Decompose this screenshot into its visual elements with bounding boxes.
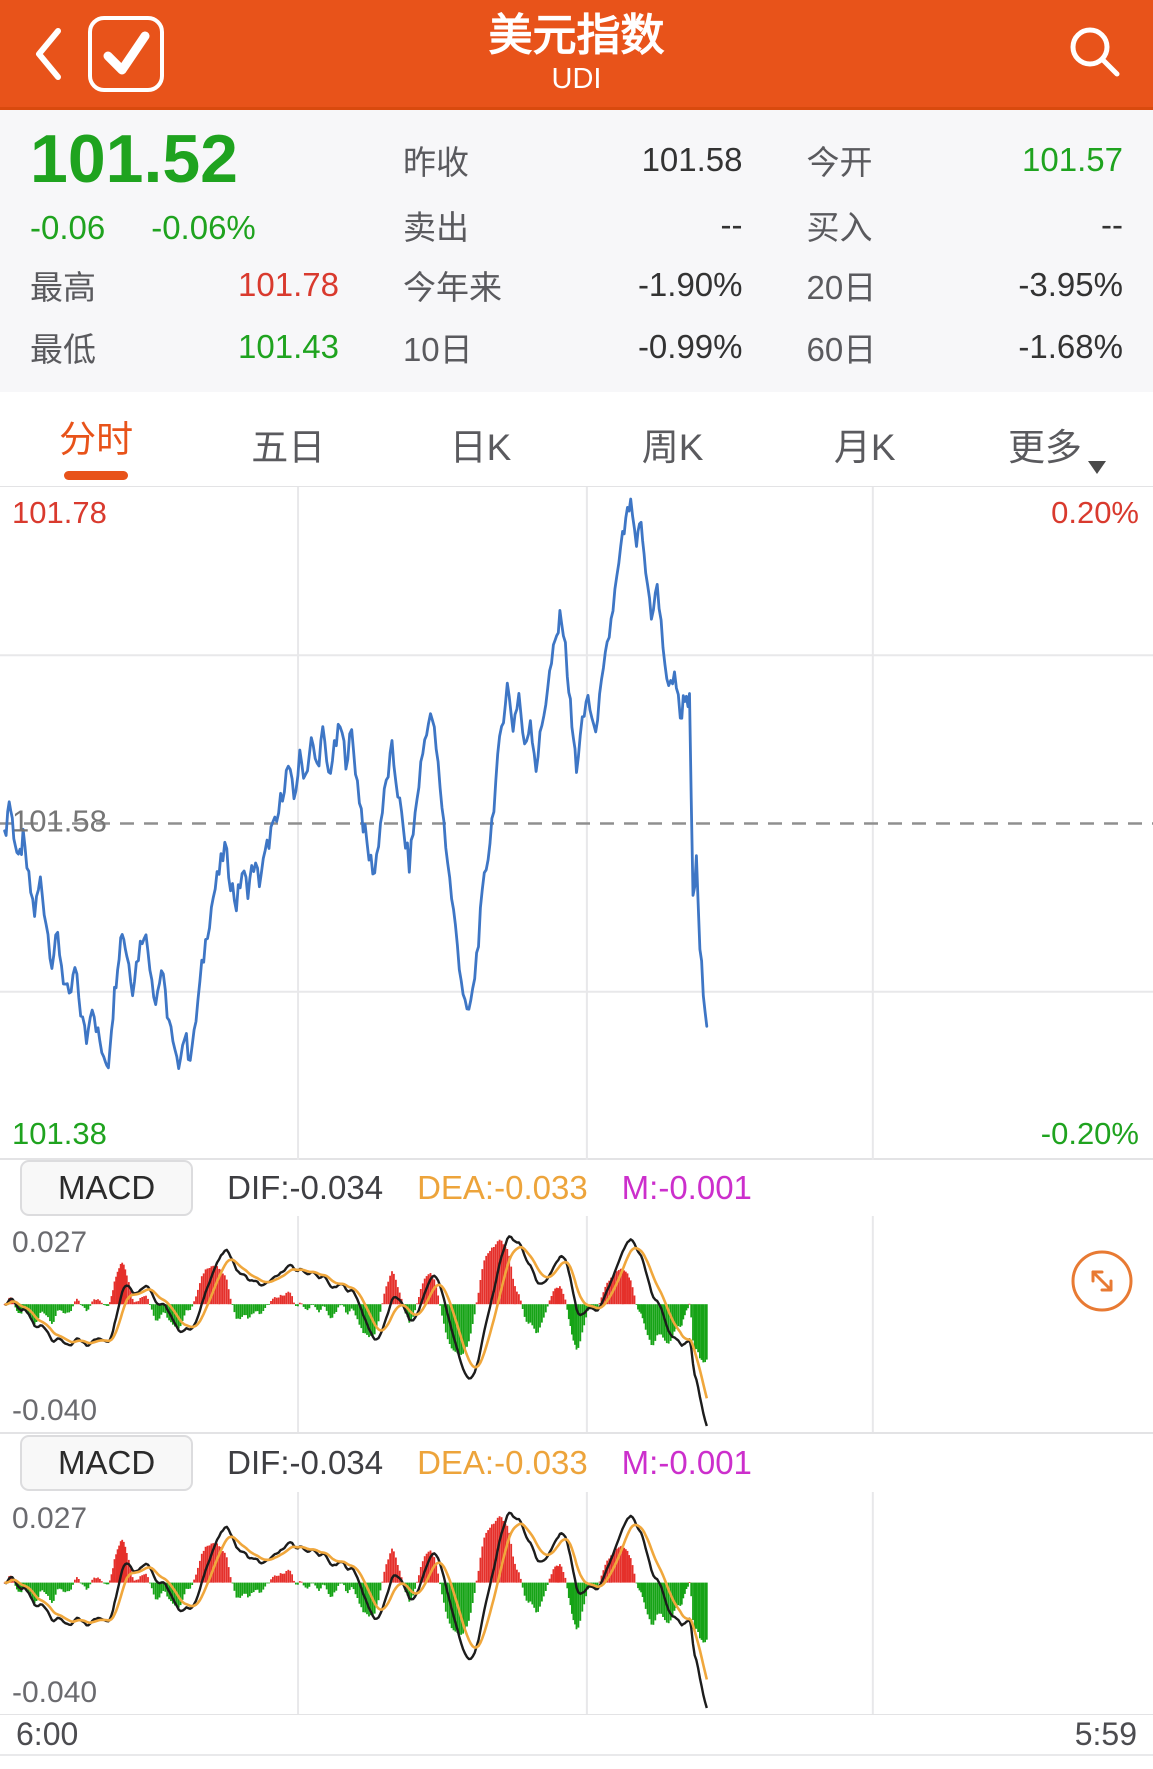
logo-check-icon[interactable] [88, 15, 164, 92]
current-price: 101.52 [30, 121, 238, 197]
tab-weekly-k[interactable]: 周K [641, 427, 704, 468]
macd-chart-2[interactable]: 0.027 -0.040 [0, 1492, 1153, 1714]
macd-header-2: MACD DIF:-0.034 DEA:-0.033 M:-0.001 [0, 1432, 1153, 1492]
macd-header-1: MACD DIF:-0.034 DEA:-0.033 M:-0.001 [0, 1160, 1153, 1216]
tab-monthly-k[interactable]: 月K [833, 427, 896, 468]
price-change: -0.06 [30, 209, 106, 247]
expand-icon[interactable] [1069, 1248, 1135, 1314]
tab-more[interactable]: 更多 [961, 407, 1153, 474]
stat-mc: 卖出 -- [402, 206, 743, 246]
price-change-pct: -0.06% [151, 209, 256, 247]
period-tabs: 分时 五日 日K 周K 月K 更多 [0, 392, 1153, 487]
caret-down-icon [1087, 461, 1106, 474]
price-block: 101.52 -0.06 -0.06% [0, 121, 369, 254]
stat-r10: 10日 -0.99% [402, 328, 743, 368]
tab-five-day[interactable]: 五日 [251, 427, 326, 468]
macd-m-value: M:-0.001 [621, 1169, 752, 1206]
macd-button[interactable]: MACD [20, 1160, 194, 1216]
search-icon[interactable] [1065, 22, 1153, 85]
quote-panel: 101.52 -0.06 -0.06% 昨收 101.58 今开 101.57 卖出 --… [0, 110, 1153, 392]
stat-mr: 买入 -- [806, 206, 1123, 246]
macd-dif-value: DIF:-0.034 [227, 1444, 384, 1481]
macd-dif-value: DIF:-0.034 [227, 1169, 384, 1206]
stat-jk: 今开 101.57 [806, 141, 1123, 181]
macd-chart-1[interactable]: 0.027 -0.040 [0, 1216, 1153, 1432]
tab-minute[interactable]: 分时 [0, 399, 192, 480]
stat-r60: 60日 -1.68% [806, 328, 1123, 368]
stat-zg: 最高 101.78 [30, 266, 339, 306]
time-axis: 6:00 5:59 [0, 1714, 1153, 1756]
back-icon[interactable] [26, 24, 70, 84]
macd-button[interactable]: MACD [20, 1435, 194, 1491]
stat-zs: 昨收 101.58 [402, 141, 743, 181]
macd-dea-value: DEA:-0.033 [417, 1444, 588, 1481]
stat-r20: 20日 -3.95% [806, 266, 1123, 306]
stat-zd: 最低 101.43 [30, 328, 339, 368]
page-subtitle: UDI [551, 62, 602, 95]
minute-chart[interactable]: 101.78 0.20% 101.38 -0.20% 101.58 [0, 487, 1153, 1160]
app-header: 美元指数 UDI [0, 0, 1153, 110]
tab-daily-k[interactable]: 日K [449, 427, 512, 468]
stat-jnl: 今年来 -1.90% [402, 266, 743, 306]
time-end-label: 5:59 [1074, 1716, 1137, 1752]
time-start-label: 6:00 [16, 1716, 79, 1752]
page-title: 美元指数 [488, 11, 665, 61]
macd-dea-value: DEA:-0.033 [417, 1169, 588, 1206]
macd-m-value: M:-0.001 [621, 1444, 752, 1481]
